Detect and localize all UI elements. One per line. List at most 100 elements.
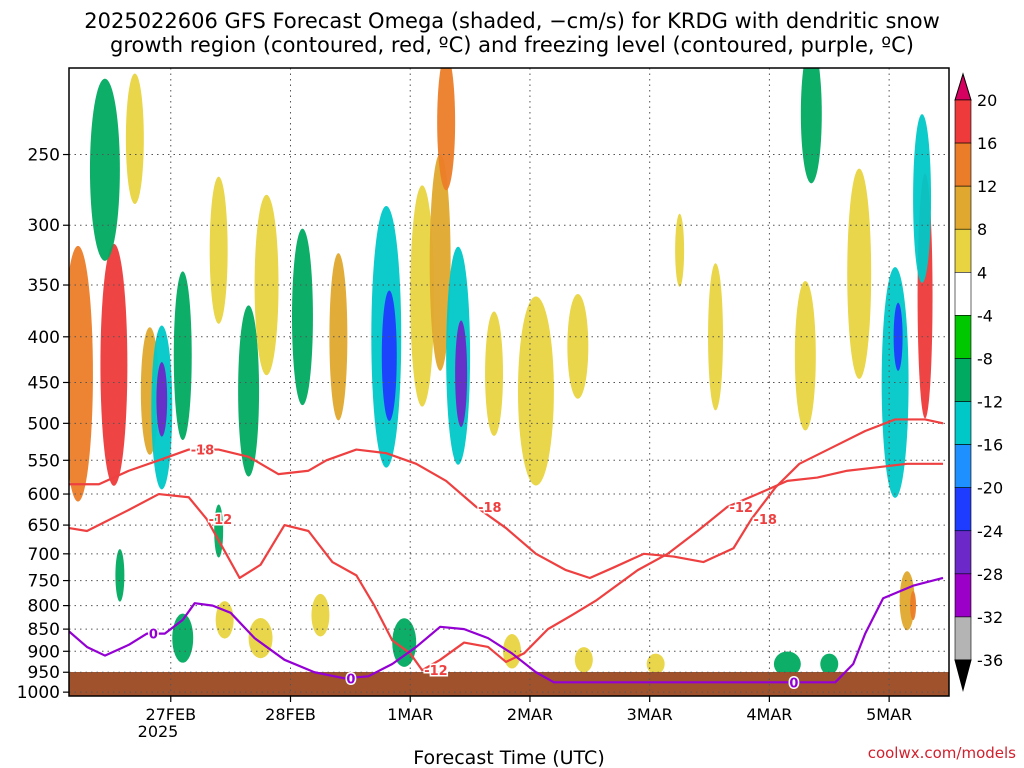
- dendritic-contour-line: [69, 418, 944, 580]
- omega-cell: [847, 168, 872, 379]
- y-tick-label: 250: [28, 146, 60, 166]
- omega-cell: [675, 213, 685, 287]
- y-tick-label: 950: [28, 663, 60, 683]
- omega-cell: [567, 294, 589, 399]
- colorbar-label: -4: [977, 306, 993, 325]
- omega-cell: [455, 320, 468, 427]
- omega-cell: [910, 591, 917, 621]
- y-tick-label: 850: [28, 620, 60, 640]
- colorbar-swatch: [954, 315, 972, 359]
- x-axis-ticks: 27FEB 28FEB 1MAR 2MAR 3MAR 4MAR 5MAR: [145, 696, 912, 724]
- omega-cell: [248, 618, 273, 659]
- colorbar-label: -12: [977, 393, 1003, 412]
- colorbar-label: -16: [977, 436, 1003, 455]
- dendritic-contour-label: -12: [730, 501, 754, 516]
- omega-cell: [172, 613, 194, 663]
- omega-cell: [820, 653, 839, 675]
- omega-cell: [311, 593, 330, 637]
- omega-cell: [503, 634, 521, 669]
- freezing-level-contour-label: 0: [149, 628, 158, 643]
- colorbar-label: -36: [977, 651, 1003, 670]
- x-tick-label: 1MAR: [387, 705, 433, 724]
- omega-cell: [410, 185, 435, 407]
- colorbar-swatch: [954, 530, 972, 575]
- colorbar-label: -20: [977, 479, 1003, 498]
- colorbar-label: 16: [977, 134, 997, 153]
- colorbar-label: 4: [977, 263, 987, 282]
- dendritic-contour-label: -12: [424, 664, 448, 679]
- freezing-level-contour-line: [69, 576, 944, 684]
- omega-cell: [893, 302, 903, 371]
- omega-cell: [156, 362, 168, 437]
- x-tick-label: 28FEB: [265, 705, 316, 724]
- omega-cell: [291, 228, 313, 406]
- colorbar-legend: 20 16 12 8 4 -4 -8 -12 -16 -20 -24 -28 -32 -36: [954, 72, 1003, 692]
- omega-cell: [517, 296, 554, 486]
- y-tick-label: 900: [28, 642, 60, 662]
- y-tick-label: 650: [28, 516, 60, 536]
- omega-cell: [913, 114, 932, 283]
- colorbar-label: -24: [977, 522, 1003, 541]
- y-tick-label: 300: [28, 216, 60, 236]
- omega-cell: [800, 68, 822, 184]
- x-tick-label: 2MAR: [507, 705, 553, 724]
- freezing-level-contour-label: 0: [789, 676, 798, 691]
- colorbar-swatch: [954, 142, 972, 187]
- y-tick-label: 400: [28, 328, 60, 348]
- y-tick-label: 350: [28, 276, 60, 296]
- omega-cell: [381, 290, 397, 421]
- chart-title-line-2: growth region (contoured, red, ºC) and f…: [110, 33, 914, 57]
- omega-cell: [173, 271, 192, 441]
- omega-cell: [429, 153, 451, 371]
- y-tick-label: 750: [28, 572, 60, 592]
- y-tick-label: 450: [28, 373, 60, 393]
- colorbar-swatch: [954, 616, 972, 661]
- colorbar-swatch: [954, 228, 972, 273]
- omega-cell: [329, 253, 348, 421]
- y-tick-label: 550: [28, 451, 60, 471]
- chart-title-line-1: 2025022606 GFS Forecast Omega (shaded, −…: [84, 9, 940, 33]
- omega-cell: [485, 311, 504, 436]
- dendritic-contour-label: -18: [191, 444, 215, 459]
- colorbar-label: 12: [977, 177, 997, 196]
- y-tick-label: 800: [28, 597, 60, 617]
- colorbar-swatch: [954, 358, 972, 402]
- colorbar-swatch: [954, 487, 972, 532]
- y-tick-label: 600: [28, 485, 60, 505]
- colorbar-swatch: [954, 99, 972, 144]
- colorbar-swatch: [954, 185, 972, 230]
- x-tick-label: 27FEB: [145, 705, 196, 724]
- omega-cell: [437, 68, 456, 191]
- x-year-label: 2025: [138, 722, 179, 741]
- omega-cell: [238, 305, 260, 477]
- colorbar-swatch: [954, 401, 972, 445]
- x-axis-label: Forecast Time (UTC): [413, 747, 604, 768]
- dendritic-contour-label: -18: [753, 513, 777, 528]
- colorbar-label: 8: [977, 220, 987, 239]
- y-tick-label: 500: [28, 414, 60, 434]
- y-axis-ticks: 2503003504004505005506006507007508008509…: [17, 146, 69, 703]
- omega-cell: [125, 73, 144, 204]
- omega-cell: [646, 653, 665, 675]
- x-tick-label: 3MAR: [627, 705, 673, 724]
- omega-cell: [254, 194, 279, 376]
- credit-link[interactable]: coolwx.com/models: [867, 744, 1016, 762]
- omega-shading-layer: [69, 68, 933, 677]
- x-tick-label: 4MAR: [746, 705, 792, 724]
- colorbar-label: 20: [977, 91, 997, 110]
- colorbar-swatch: [954, 272, 972, 316]
- omega-cell: [100, 243, 128, 486]
- colorbar-label: -28: [977, 565, 1003, 584]
- omega-cell: [89, 78, 120, 261]
- dendritic-contour-line: [69, 462, 944, 672]
- colorbar-label: -8: [977, 349, 993, 368]
- colorbar-swatch: [954, 444, 972, 488]
- y-tick-label: 700: [28, 545, 60, 565]
- freezing-level-contour-label: 0: [346, 672, 355, 687]
- colorbar-label: -32: [977, 608, 1003, 627]
- omega-cell: [209, 176, 228, 324]
- dendritic-contour-label: -18: [478, 501, 502, 516]
- omega-cell: [708, 263, 724, 411]
